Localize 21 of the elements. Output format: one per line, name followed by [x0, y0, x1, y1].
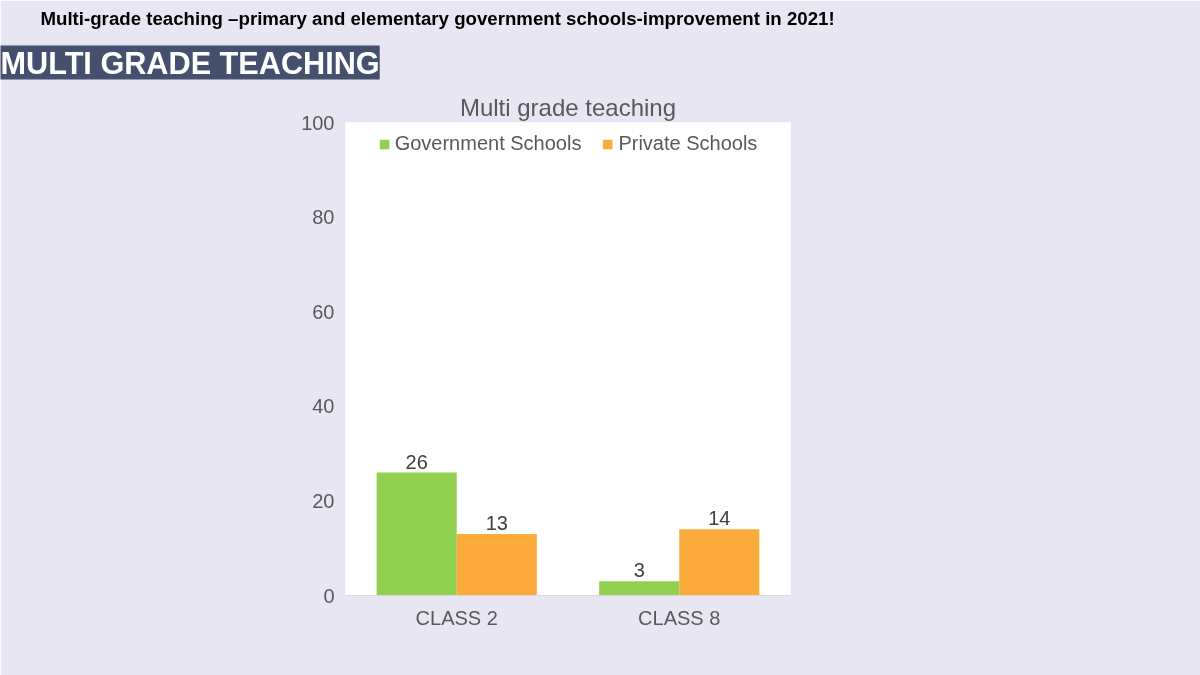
legend-label: Private Schools — [618, 132, 758, 155]
y-tick-label: 100 — [301, 111, 335, 134]
bar — [599, 581, 680, 596]
bar — [376, 472, 457, 596]
chart-title: Multi grade teaching — [459, 93, 677, 121]
y-tick-label: 0 — [323, 584, 335, 607]
legend-label: Government Schools — [394, 132, 582, 155]
y-tick-label: 60 — [312, 300, 335, 323]
bar — [679, 529, 760, 596]
x-tick-label: CLASS 8 — [638, 606, 721, 629]
y-tick-label: 80 — [312, 206, 335, 229]
text: MULTI GRADE TEACHING — [0, 45, 380, 80]
y-tick-label: 20 — [312, 489, 335, 512]
data-label: 13 — [485, 512, 508, 535]
data-label: 3 — [633, 559, 645, 582]
data-label: 26 — [405, 450, 428, 473]
x-tick-label: CLASS 2 — [415, 606, 498, 629]
bar — [456, 534, 537, 596]
y-tick-label: 40 — [312, 395, 335, 418]
data-label: 14 — [708, 507, 731, 530]
text: Multi-grade teaching –primary and elementary government schools-improvement in 2021! — [40, 7, 835, 29]
